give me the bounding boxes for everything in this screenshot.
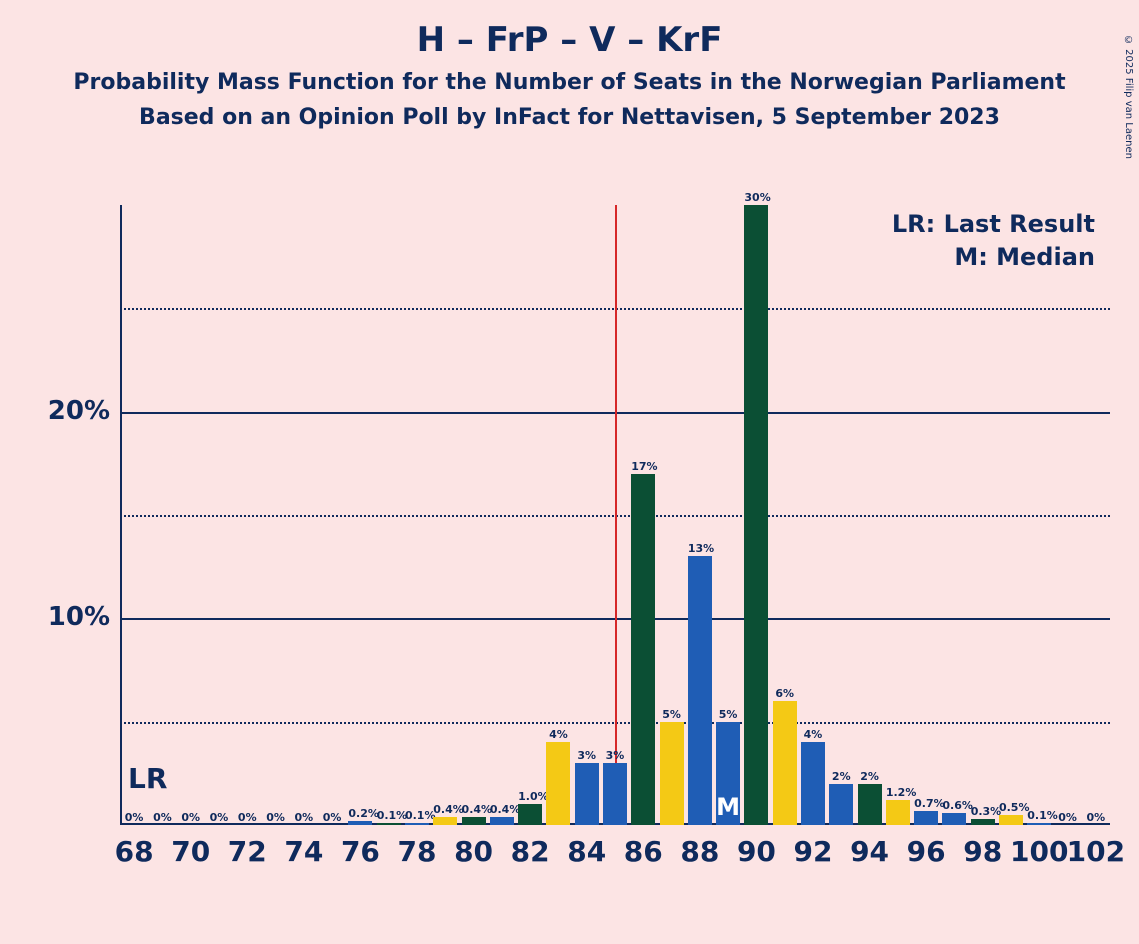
bar-85: 3% <box>603 763 627 825</box>
bar-label: 0% <box>320 811 344 824</box>
bar-label: 0.7% <box>914 797 938 810</box>
bar-label: 0% <box>150 811 174 824</box>
bar-76: 0.2% <box>348 821 372 825</box>
bar-82: 1.0% <box>518 804 542 825</box>
bar-79: 0.4% <box>433 817 457 825</box>
bar-label: 0.1% <box>405 809 429 822</box>
bar-95: 1.2% <box>886 800 910 825</box>
bar-label: 3% <box>575 749 599 762</box>
chart-subtitle-2: Based on an Opinion Poll by InFact for N… <box>0 105 1139 130</box>
x-axis-tick: 68 <box>115 835 154 868</box>
bar-100: 0.1% <box>1027 823 1051 825</box>
bar-80: 0.4% <box>462 817 486 825</box>
x-axis-tick: 74 <box>284 835 323 868</box>
bar-label: 1.2% <box>886 786 910 799</box>
bar-label: 0.1% <box>377 809 401 822</box>
bar-label: 0% <box>292 811 316 824</box>
bar-label: 0% <box>122 811 146 824</box>
bar-label: 1.0% <box>518 790 542 803</box>
bar-84: 3% <box>575 763 599 825</box>
bar-label: 3% <box>603 749 627 762</box>
y-axis-label: 10% <box>30 602 110 632</box>
bar-77: 0.1% <box>377 823 401 825</box>
x-axis-tick: 86 <box>624 835 663 868</box>
bar-96: 0.7% <box>914 811 938 825</box>
x-axis-tick: 80 <box>454 835 493 868</box>
bar-label: 0.6% <box>942 799 966 812</box>
bar-label: 17% <box>631 460 655 473</box>
chart-plot-area: LR: Last Result M: Median LR M 0%0%0%0%0… <box>120 205 1110 825</box>
bar-86: 17% <box>631 474 655 825</box>
bar-97: 0.6% <box>942 813 966 825</box>
bar-91: 6% <box>773 701 797 825</box>
x-axis-tick: 90 <box>737 835 776 868</box>
bar-label: 0% <box>235 811 259 824</box>
bar-78: 0.1% <box>405 823 429 825</box>
bar-label: 6% <box>773 687 797 700</box>
x-axis-tick: 76 <box>341 835 380 868</box>
copyright-text: © 2025 Filip van Laenen <box>1123 35 1134 159</box>
bar-88: 13% <box>688 556 712 825</box>
x-axis-tick: 84 <box>567 835 606 868</box>
bar-label: 4% <box>801 728 825 741</box>
bar-87: 5% <box>660 722 684 825</box>
x-axis-tick: 102 <box>1067 835 1125 868</box>
bar-83: 4% <box>546 742 570 825</box>
x-axis-tick: 98 <box>963 835 1002 868</box>
bar-label: 5% <box>660 708 684 721</box>
bar-label: 0.2% <box>348 807 372 820</box>
bar-label: 0.1% <box>1027 809 1051 822</box>
bar-label: 0% <box>207 811 231 824</box>
bar-92: 4% <box>801 742 825 825</box>
bar-label: 4% <box>546 728 570 741</box>
bar-label: 30% <box>744 191 768 204</box>
bar-label: 13% <box>688 542 712 555</box>
bar-label: 0% <box>264 811 288 824</box>
x-axis-tick: 72 <box>228 835 267 868</box>
bar-label: 0% <box>1084 811 1108 824</box>
bar-93: 2% <box>829 784 853 825</box>
bar-label: 0.4% <box>433 803 457 816</box>
bar-94: 2% <box>858 784 882 825</box>
x-axis-labels: 68707274767880828486889092949698100102 <box>120 835 1110 875</box>
bars-container: 0%0%0%0%0%0%0%0%0.2%0.1%0.1%0.4%0.4%0.4%… <box>120 205 1110 825</box>
bar-98: 0.3% <box>971 819 995 825</box>
chart-subtitle-1: Probability Mass Function for the Number… <box>0 70 1139 95</box>
x-axis-tick: 78 <box>398 835 437 868</box>
x-axis-tick: 82 <box>511 835 550 868</box>
chart-title: H – FrP – V – KrF <box>0 20 1139 60</box>
x-axis-tick: 70 <box>171 835 210 868</box>
x-axis-tick: 96 <box>907 835 946 868</box>
x-axis-tick: 88 <box>680 835 719 868</box>
bar-90: 30% <box>744 205 768 825</box>
x-axis-tick: 94 <box>850 835 889 868</box>
bar-label: 0.4% <box>462 803 486 816</box>
bar-label: 2% <box>858 770 882 783</box>
bar-label: 0.3% <box>971 805 995 818</box>
bar-99: 0.5% <box>999 815 1023 825</box>
x-axis-tick: 100 <box>1010 835 1068 868</box>
median-marker: M <box>716 793 740 821</box>
x-axis-tick: 92 <box>794 835 833 868</box>
bar-label: 0% <box>1056 811 1080 824</box>
bar-label: 0% <box>179 811 203 824</box>
bar-label: 0.5% <box>999 801 1023 814</box>
y-axis-label: 20% <box>30 396 110 426</box>
bar-label: 0.4% <box>490 803 514 816</box>
bar-label: 5% <box>716 708 740 721</box>
bar-label: 2% <box>829 770 853 783</box>
bar-81: 0.4% <box>490 817 514 825</box>
